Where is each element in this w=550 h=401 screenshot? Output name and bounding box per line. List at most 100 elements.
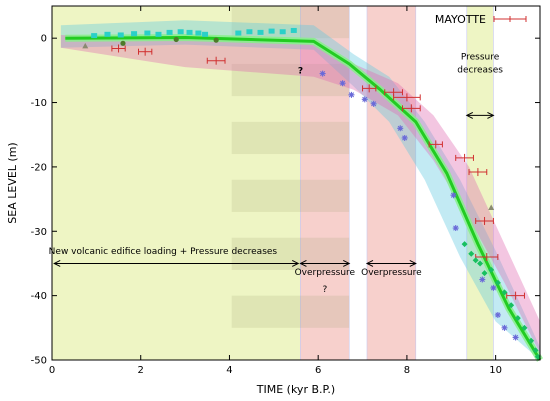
shaded-patches	[231, 6, 350, 328]
series-1-point-12	[246, 29, 253, 35]
annotation-2: ?	[322, 285, 327, 295]
arrow-2-head-left	[365, 260, 374, 267]
series-4-point-0	[461, 241, 468, 248]
series-1-point-10	[202, 31, 209, 37]
series-3-point-4	[370, 100, 377, 107]
series-3-point-8	[452, 225, 459, 232]
background-bands	[51, 5, 494, 361]
shaded-patch-10	[231, 295, 301, 328]
background-band-2	[366, 5, 417, 361]
uncertainty-band-0	[60, 20, 541, 360]
series-4-point-2	[472, 257, 479, 264]
series-2-point-0	[120, 40, 126, 46]
series-3-point-11	[494, 311, 501, 318]
series-3-point-1	[339, 80, 346, 87]
arrow-1-head-right	[343, 260, 351, 267]
series-3-point-13	[512, 334, 519, 341]
series-1-point-7	[177, 29, 184, 35]
axes: 0 2 4 6 8 10 0 -10 -20 -30 -40 -50 TIME (kyr B.P.) SE…	[6, 5, 541, 396]
series-1-point-16	[290, 27, 297, 33]
shaded-patch-9	[300, 237, 350, 270]
arrow-2-head-right	[409, 260, 417, 267]
series-1-point-9	[195, 30, 202, 36]
series-4-point-8	[508, 302, 515, 309]
series-3-point-2	[348, 91, 355, 98]
series-4-point-10	[521, 324, 528, 331]
annotation-6: decreases	[457, 65, 503, 75]
y-tick-label-3: -30	[31, 227, 47, 238]
series-4-point-13	[534, 353, 541, 360]
series-4-point-9	[514, 315, 521, 322]
annotation-3: Overpressure	[361, 268, 422, 278]
y-tick-label-1: -10	[31, 98, 47, 109]
series-3-point-12	[501, 324, 508, 331]
series-1-point-14	[268, 28, 275, 34]
background-band-0	[51, 5, 301, 361]
series-4-point-3	[477, 260, 484, 267]
shaded-patch-2	[231, 63, 301, 97]
x-tick-label-3: 6	[315, 365, 321, 376]
background-band-1	[300, 5, 350, 361]
series-1-point-11	[235, 30, 242, 36]
arrow-3-head-right	[487, 111, 495, 119]
annotation-1: Overpressure	[295, 268, 356, 278]
trend-line	[65, 34, 543, 362]
series-5-point-0	[82, 42, 89, 49]
annotation-arrows	[53, 111, 495, 267]
series-1-point-15	[279, 29, 286, 35]
shaded-patch-1	[300, 6, 350, 39]
x-tick-label-4: 8	[404, 365, 410, 376]
data-points	[82, 27, 541, 360]
annotation-0: New volcanic edifice loading + Pressure …	[49, 247, 278, 257]
y-tick-label-5: -50	[31, 356, 47, 367]
shaded-patch-11	[300, 295, 350, 328]
series-1-point-0	[91, 33, 98, 39]
x-tick-label-5: 10	[489, 365, 502, 376]
series-3-point-7	[450, 192, 457, 199]
series-1-point-8	[186, 29, 193, 35]
series-3-point-3	[361, 96, 368, 103]
shaded-patch-6	[231, 179, 301, 212]
series-1-point-6	[166, 29, 173, 35]
legend: MAYOTTE	[435, 13, 527, 26]
series-1-point-2	[117, 32, 124, 38]
series-2-point-1	[173, 36, 179, 43]
series-4-point-5	[488, 266, 495, 273]
annotation-4: ?	[298, 67, 303, 77]
shaded-patch-4	[231, 121, 301, 155]
series-4-point-1	[468, 250, 475, 257]
series-4-point-7	[501, 289, 508, 296]
series-3-point-10	[490, 284, 497, 291]
legend-label-0: MAYOTTE	[435, 13, 486, 26]
series-4-point-4	[481, 270, 488, 277]
series-4-point-6	[494, 279, 501, 286]
series-1-point-3	[131, 31, 138, 37]
annotation-5: Pressure	[461, 52, 500, 62]
annotations: New volcanic edifice loading + Pressure …	[49, 52, 504, 294]
trend-line	[65, 36, 542, 361]
shaded-patch-0	[231, 6, 301, 39]
series-3-point-5	[397, 125, 404, 132]
x-axis-label: TIME (kyr B.P.)	[256, 383, 335, 396]
arrow-3-head-left	[465, 111, 474, 119]
series-3-point-6	[401, 134, 408, 141]
background-band-3	[466, 5, 494, 361]
y-axis-label: SEA LEVEL (m)	[6, 142, 19, 223]
series-1-point-13	[257, 29, 264, 35]
series-3-point-0	[319, 70, 326, 77]
y-tick-label-4: -40	[31, 291, 47, 302]
series-5-point-1	[488, 204, 495, 210]
arrow-1-head-left	[299, 260, 307, 267]
x-tick-label-2: 4	[226, 365, 232, 376]
y-tick-label-2: -20	[31, 162, 47, 173]
series-3-point-9	[479, 276, 486, 283]
series-1-point-1	[104, 31, 111, 37]
x-tick-label-0: 0	[49, 365, 55, 376]
shaded-patch-8	[231, 237, 301, 270]
arrow-0-head-left	[53, 260, 61, 267]
series-2-point-2	[213, 37, 219, 43]
x-tick-label-1: 2	[138, 365, 144, 376]
shaded-patch-3	[300, 63, 350, 97]
series-4-point-12	[532, 347, 539, 354]
